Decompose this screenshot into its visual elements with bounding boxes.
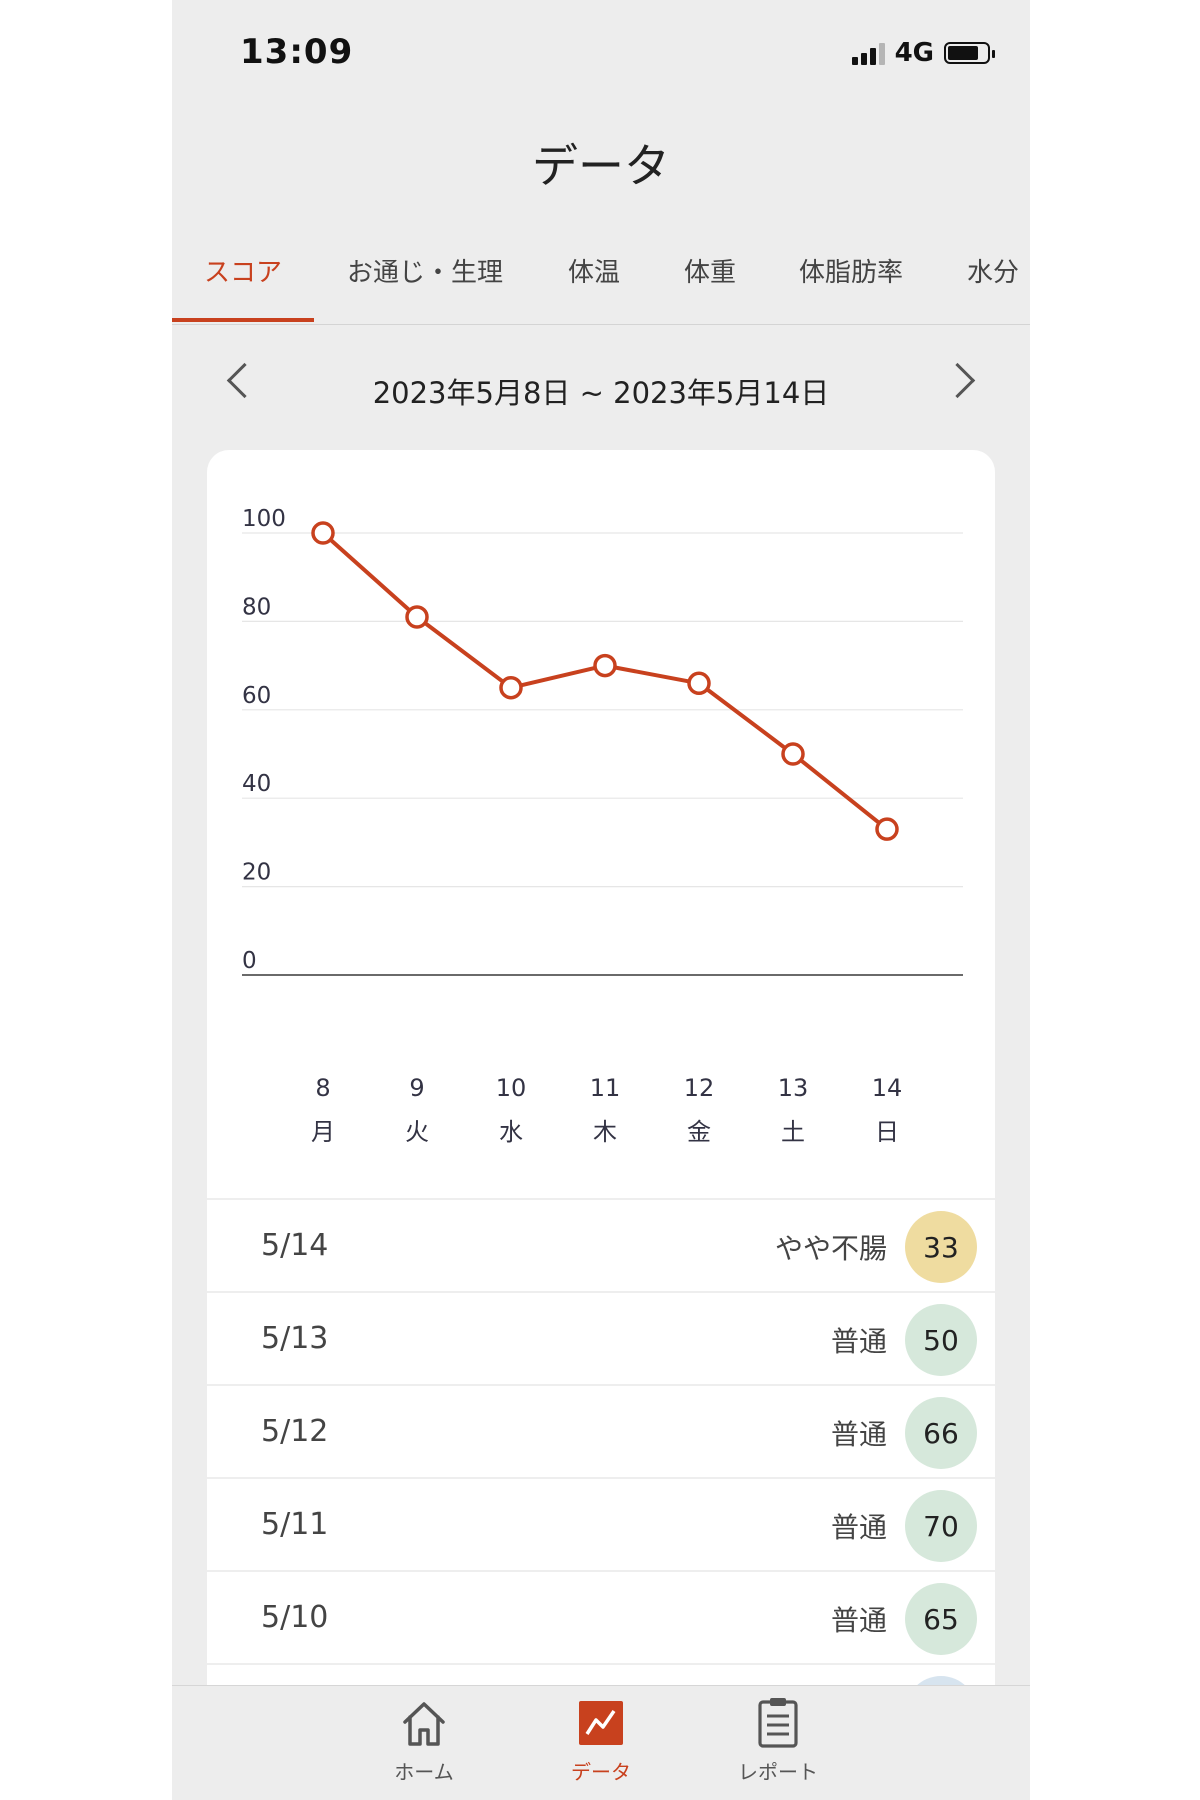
score-line-chart: 0 20 40 60 80 100 8 月 9 火 10 水 11 木 12 金 13 土 14 日 (242, 506, 963, 1146)
data-point (781, 742, 805, 766)
row-status: 普通 (830, 1604, 887, 1637)
signal-icon (851, 41, 885, 65)
score-badge: 65 (905, 1583, 977, 1655)
row-status: 普通 (830, 1418, 887, 1451)
chart-icon (579, 1701, 623, 1745)
x-tick-label: 10 (496, 1074, 527, 1102)
y-tick-label: 20 (242, 860, 271, 886)
list-item[interactable]: 5/12 普通 66 (207, 1384, 995, 1477)
nav-home-label: ホーム (394, 1760, 454, 1784)
x-weekday-label: 火 (405, 1118, 429, 1146)
battery-icon (944, 42, 995, 64)
nav-report-label: レポート (738, 1760, 818, 1784)
score-badge: 50 (905, 1304, 977, 1376)
y-tick-label: 80 (242, 594, 271, 620)
tab-body-weight[interactable]: 体重 (684, 258, 737, 288)
list-item[interactable]: 5/14 やや不腸 33 (207, 1198, 995, 1291)
row-date: 5/13 (261, 1321, 329, 1356)
x-weekday-label: 月 (311, 1118, 335, 1146)
data-point (499, 675, 523, 700)
home-icon (403, 1702, 445, 1746)
nav-data-label: データ (571, 1760, 631, 1784)
tab-bar: スコア お通じ・生理 体温 体重 体脂肪率 水分 (172, 230, 1030, 325)
list-item[interactable]: 5/13 普通 50 (207, 1291, 995, 1384)
series-line (321, 531, 889, 831)
row-status: 普通 (830, 1511, 887, 1544)
y-tick-label: 100 (242, 506, 286, 532)
tab-body-fat[interactable]: 体脂肪率 (799, 258, 904, 288)
status-bar: 13:09 4G (172, 0, 1030, 110)
network-type: 4G (894, 38, 934, 68)
score-badge: 70 (905, 1490, 977, 1562)
score-badge: 66 (905, 1397, 977, 1469)
date-range: 2023年5月8日 ~ 2023年5月14日 (372, 376, 830, 410)
list-item[interactable]: 5/11 普通 70 (207, 1477, 995, 1570)
phone-screen: 13:09 4G データ スコア お通じ・生理 体温 体重 体脂肪率 水分 20… (172, 0, 1030, 1800)
tab-water[interactable]: 水分 (967, 258, 1020, 288)
tab-score[interactable]: スコア (204, 258, 283, 288)
x-tick-label: 14 (872, 1074, 903, 1102)
y-tick-label: 60 (242, 683, 271, 709)
data-point (405, 605, 429, 629)
clipboard-icon (758, 1698, 798, 1748)
x-tick-label: 9 (409, 1074, 424, 1102)
nav-home[interactable]: ホーム (354, 1696, 494, 1785)
x-weekday-label: 土 (781, 1118, 805, 1146)
x-weekday-label: 金 (687, 1118, 711, 1146)
page-title: データ (532, 139, 670, 193)
x-tick-label: 8 (315, 1074, 330, 1102)
status-time: 13:09 (240, 32, 354, 72)
row-date: 5/10 (261, 1600, 329, 1635)
x-tick-label: 13 (778, 1074, 809, 1102)
x-weekday-label: 日 (875, 1118, 899, 1146)
list-item[interactable]: 5/10 普通 65 (207, 1570, 995, 1663)
data-point (311, 521, 335, 545)
row-date: 5/11 (261, 1507, 329, 1542)
data-point (875, 817, 899, 841)
tab-bowel-period[interactable]: お通じ・生理 (347, 258, 504, 288)
data-point (593, 653, 617, 678)
tab-body-temp[interactable]: 体温 (568, 258, 621, 288)
score-list: 5/14 やや不腸 33 5/13 普通 50 5/12 普通 66 5/11 … (207, 1198, 995, 1756)
x-tick-label: 12 (684, 1074, 715, 1102)
y-tick-label: 0 (242, 948, 257, 974)
bottom-nav: ホーム データ レポート (172, 1685, 1030, 1800)
nav-report[interactable]: レポート (708, 1696, 848, 1785)
row-status: 普通 (830, 1325, 887, 1358)
row-date: 5/12 (261, 1414, 329, 1449)
date-navigator: 2023年5月8日 ~ 2023年5月14日 (172, 360, 1030, 420)
active-tab-indicator (172, 318, 314, 322)
y-tick-label: 40 (242, 771, 271, 797)
row-date: 5/14 (261, 1228, 329, 1263)
x-weekday-label: 木 (593, 1118, 617, 1146)
data-point (687, 671, 711, 696)
score-card: 0 20 40 60 80 100 8 月 9 火 10 水 11 木 12 金 13 土 14 日 5/14 やや不… (207, 450, 995, 1800)
x-weekday-label: 水 (499, 1118, 523, 1146)
row-status: やや不腸 (774, 1232, 887, 1265)
x-tick-label: 11 (590, 1074, 621, 1102)
score-badge: 33 (905, 1211, 977, 1283)
status-indicators: 4G (851, 38, 995, 68)
nav-data[interactable]: データ (531, 1696, 671, 1785)
